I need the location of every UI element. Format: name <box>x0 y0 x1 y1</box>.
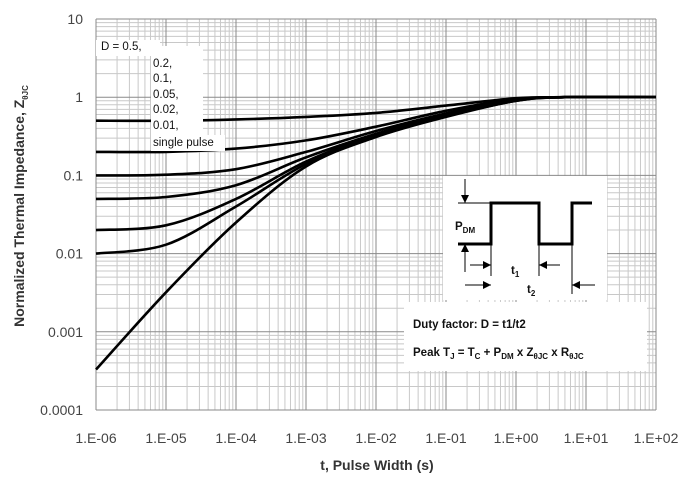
peak-formula-subscript: θJC <box>534 352 549 361</box>
legend-entry: 0.05, <box>153 89 179 101</box>
pdm-arrowhead-down <box>461 195 469 203</box>
x-tick-label: 1.E+01 <box>564 430 609 446</box>
peak-formula-text: Peak TJ = TC + PDM x ZθJC x RθJC <box>413 347 584 361</box>
series-line <box>95 95 657 371</box>
legend-entry: 0.2, <box>153 58 172 70</box>
x-tick-label: 1.E+00 <box>494 430 539 446</box>
t2-arrowhead-right <box>572 281 580 289</box>
legend-entry: 0.01, <box>153 120 179 132</box>
t2-arrowhead-left <box>483 281 491 289</box>
peak-formula-part: Peak T <box>413 347 450 359</box>
x-tick-label: 1.E-02 <box>355 430 396 446</box>
duty-cycle-inset: PDM t1 t2 Duty factor: D = t1/t2 Peak TJ… <box>404 176 647 371</box>
peak-formula-part: x Z <box>514 347 534 359</box>
y-tick-label: 10 <box>67 11 83 27</box>
legend-background <box>96 40 160 56</box>
legend-entry: D = 0.5, <box>101 41 142 53</box>
legend-entry: 0.1, <box>153 73 172 85</box>
y-tick-label: 0.001 <box>48 324 83 340</box>
legend-entry: 0.02, <box>153 104 179 116</box>
x-tick-label: 1.E-01 <box>425 430 466 446</box>
legend-background <box>151 46 203 150</box>
pdm-arrowhead-up <box>461 244 469 252</box>
y-tick-label: 0.01 <box>56 246 83 262</box>
y-tick-label: 0.0001 <box>40 402 83 418</box>
peak-formula-subscript: θJC <box>569 352 584 361</box>
x-tick-label: 1.E-06 <box>75 430 116 446</box>
pdm-label: PDM <box>455 221 475 235</box>
t1-arrowhead-left <box>483 261 491 269</box>
legend-entry: single pulse <box>153 137 214 149</box>
x-tick-label: 1.E-03 <box>285 430 326 446</box>
inset-formula-box <box>404 302 647 371</box>
x-tick-label: 1.E+02 <box>634 430 679 446</box>
y-axis-label: Normalized Thermal Impedance, ZθJC <box>11 85 30 327</box>
t1-label: t1 <box>511 265 520 279</box>
peak-formula-part: = T <box>455 347 475 359</box>
duty-factor-text: Duty factor: D = t1/t2 <box>413 319 526 331</box>
peak-formula-part: + P <box>480 347 501 359</box>
peak-formula-subscript: J <box>450 352 454 361</box>
inset-waveform-box <box>443 176 607 300</box>
x-tick-label: 1.E-05 <box>145 430 186 446</box>
legend: D = 0.5, 0.2, 0.1, 0.05, 0.02, 0.01, sin… <box>96 40 225 151</box>
peak-formula-subscript: C <box>475 352 481 361</box>
legend-background <box>151 135 225 151</box>
t2-label: t2 <box>527 284 536 298</box>
peak-formula-part: x R <box>548 347 570 359</box>
y-tick-labels: 0.0001 0.001 0.01 0.1 1 10 <box>40 11 83 418</box>
x-tick-labels: 1.E-06 1.E-05 1.E-04 1.E-03 1.E-02 1.E-01 1.E+… <box>75 430 678 446</box>
x-axis-label: t, Pulse Width (s) <box>320 457 433 473</box>
pulse-waveform <box>458 201 592 246</box>
x-tick-label: 1.E-04 <box>215 430 256 446</box>
t1-arrowhead-right <box>539 261 547 269</box>
y-tick-label: 0.1 <box>64 167 84 183</box>
peak-formula-subscript: DM <box>501 352 514 361</box>
y-tick-label: 1 <box>75 89 83 105</box>
